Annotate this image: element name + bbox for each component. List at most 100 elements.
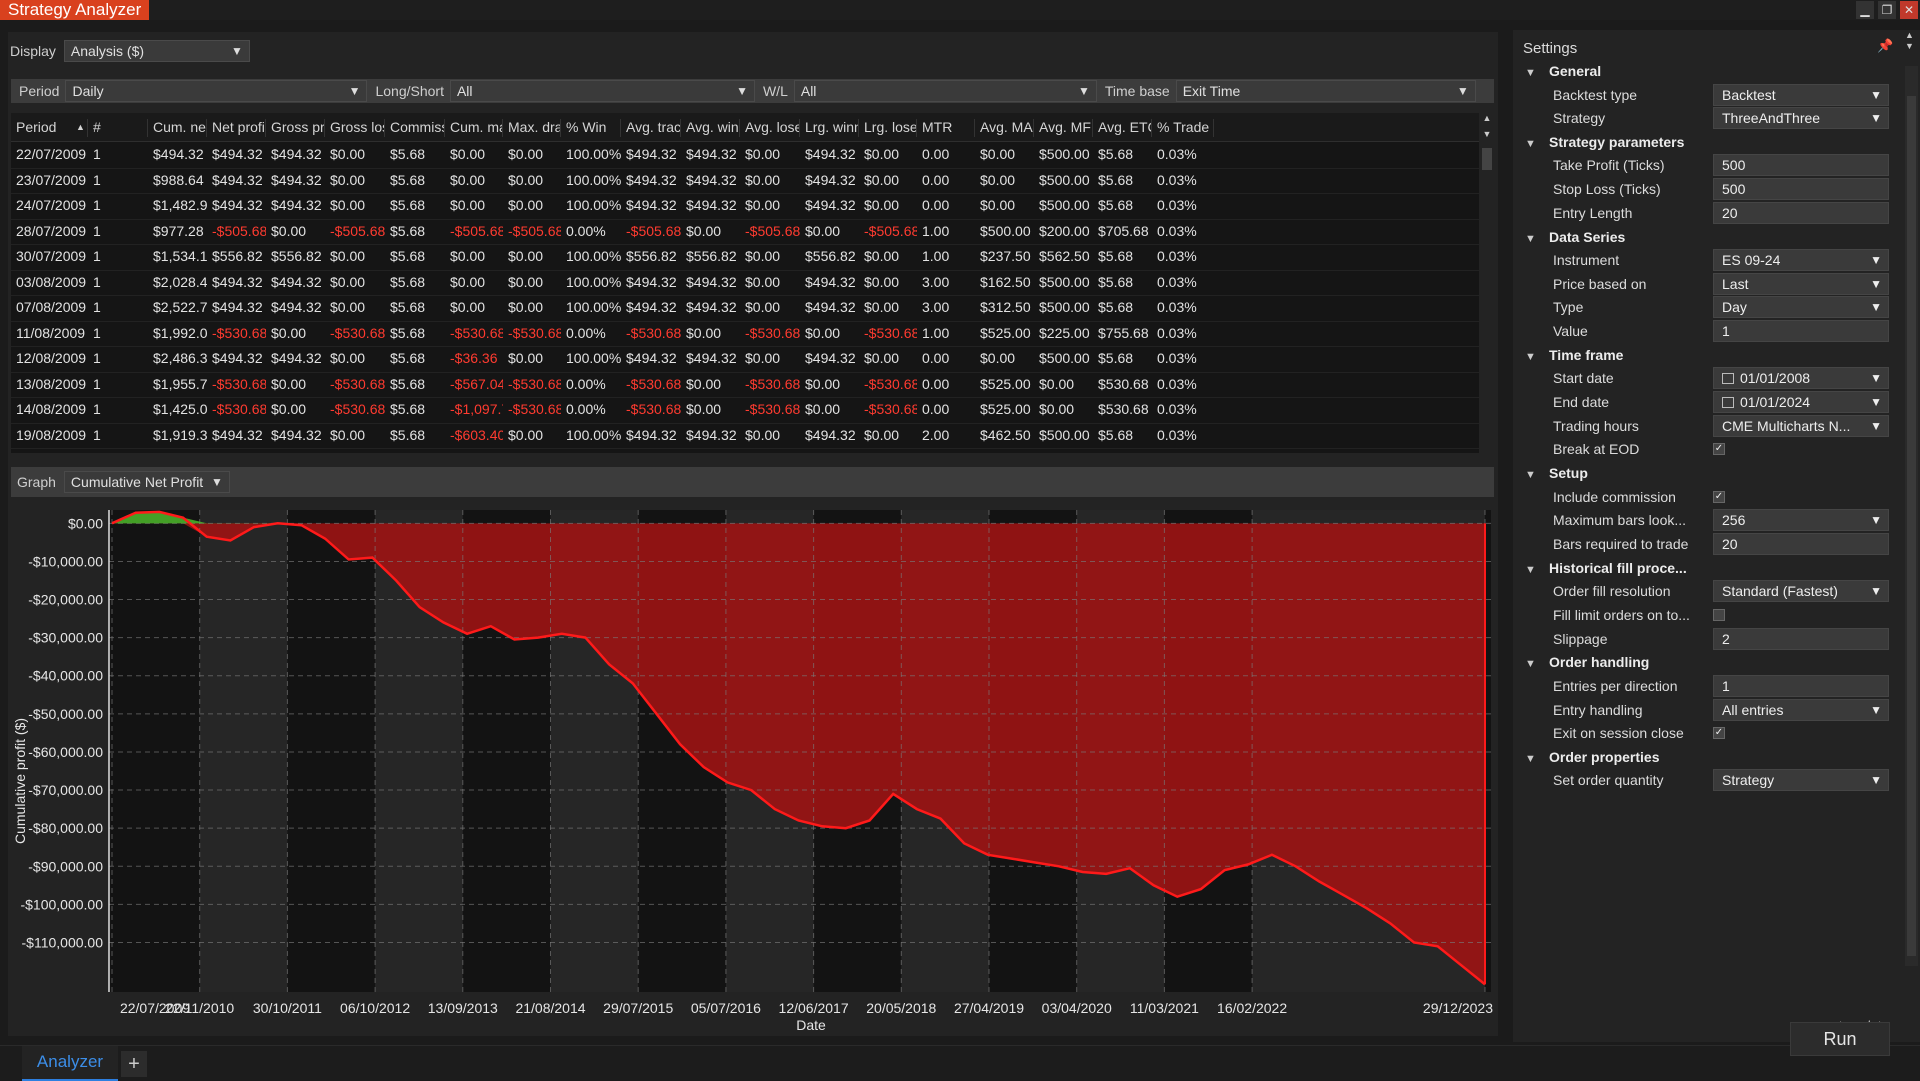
property-dropdown[interactable]: ES 09-24 ▼ (1713, 249, 1889, 271)
column-header[interactable]: Gross prc (266, 119, 325, 137)
long-short-dropdown[interactable]: All ▼ (449, 80, 755, 102)
column-header[interactable]: Avg. trac (621, 119, 681, 137)
table-row[interactable]: 11/08/2009 1 $1,992.0 -$530.68 $0.00 -$530.68… (11, 322, 1479, 347)
column-header[interactable]: Cum. ma (445, 119, 503, 137)
property-dropdown[interactable]: Day ▼ (1713, 296, 1889, 319)
settings-scrollbar[interactable] (1905, 66, 1918, 966)
table-row[interactable]: 13/08/2009 1 $1,955.7 -$530.68 $0.00 -$530.68… (11, 373, 1479, 398)
table-row[interactable]: 19/08/2009 1 $1,919.3 $494.32 $494.32 $0.00 $5… (11, 424, 1479, 449)
column-header[interactable]: Commiss (385, 119, 445, 137)
scroll-thumb[interactable] (1482, 148, 1492, 170)
grid-scrollbar[interactable]: ▲ ▼ (1480, 113, 1494, 453)
pin-icon[interactable]: 📌 (1877, 38, 1894, 53)
column-header[interactable]: Avg. MFE (1034, 119, 1093, 137)
table-row[interactable]: 07/08/2009 1 $2,522.7 $494.32 $494.32 $0.00 $5… (11, 296, 1479, 322)
property-text[interactable]: 2 (1713, 627, 1889, 650)
property-text[interactable]: 20 (1713, 201, 1889, 224)
property-text[interactable]: 500 (1713, 154, 1889, 177)
graph-bar: Graph Cumulative Net Profit ▼ (11, 467, 1494, 497)
collapse-triangle-icon[interactable]: ▼ (1525, 137, 1536, 150)
column-header[interactable]: Cum. net (148, 119, 207, 137)
column-header[interactable]: Lrg. winn (800, 119, 859, 137)
maximize-button[interactable]: ❐ (1878, 1, 1896, 19)
table-row[interactable]: 30/07/2009 1 $1,534.1 $556.82 $556.82 $0.00 $5… (11, 245, 1479, 271)
table-cell: 13/08/2009 (16, 375, 87, 392)
property-dropdown[interactable]: All entries ▼ (1713, 698, 1889, 721)
column-header[interactable]: Avg. ETC (1093, 119, 1152, 137)
settings-section[interactable]: ▼ General (1525, 63, 1601, 79)
wl-dropdown[interactable]: All ▼ (793, 80, 1097, 102)
close-button[interactable]: ✕ (1900, 1, 1918, 19)
column-header[interactable]: % Trade (1152, 119, 1214, 137)
property-date[interactable]: 01/01/2008 ▼ (1713, 367, 1889, 390)
settings-section[interactable]: ▼ Historical fill proce... (1525, 560, 1687, 576)
minimize-button[interactable]: ▁ (1856, 1, 1874, 19)
property-dropdown[interactable]: Last ▼ (1713, 272, 1889, 295)
settings-section[interactable]: ▼ Time frame (1525, 347, 1623, 363)
property-dropdown[interactable]: Standard (Fastest) ▼ (1713, 580, 1889, 603)
table-row[interactable]: 14/08/2009 1 $1,425.0 -$530.68 $0.00 -$530.68… (11, 398, 1479, 424)
settings-section[interactable]: ▼ Data Series (1525, 229, 1625, 245)
column-header[interactable]: Net profi (207, 119, 266, 137)
time-base-dropdown[interactable]: Exit Time ▼ (1175, 80, 1476, 102)
scroll-down-icon[interactable]: ▼ (1482, 129, 1492, 139)
collapse-triangle-icon[interactable]: ▼ (1525, 67, 1536, 79)
table-row[interactable]: 23/07/2009 1 $988.64 $494.32 $494.32 $0.00 $5.… (11, 169, 1479, 194)
property-dropdown[interactable]: Strategy ▼ (1713, 769, 1889, 792)
property-checkbox[interactable] (1713, 608, 1725, 621)
property-text[interactable]: 1 (1713, 320, 1889, 343)
property-dropdown[interactable]: ThreeAndThree ▼ (1713, 107, 1889, 130)
graph-dropdown[interactable]: Cumulative Net Profit ▼ (63, 471, 230, 493)
property-dropdown[interactable]: Backtest ▼ (1713, 83, 1889, 106)
settings-section[interactable]: ▼ Order handling (1525, 654, 1649, 670)
settings-section[interactable]: ▼ Setup (1525, 465, 1588, 481)
collapse-triangle-icon[interactable]: ▼ (1525, 658, 1536, 671)
scroll-thumb[interactable] (1907, 96, 1916, 956)
table-row[interactable]: 12/08/2009 1 $2,486.3 $494.32 $494.32 $0.00 $5… (11, 347, 1479, 373)
column-header[interactable]: Lrg. loser (859, 119, 917, 137)
collapse-triangle-icon[interactable]: ▼ (1525, 350, 1536, 363)
settings-section[interactable]: ▼ Strategy parameters (1525, 134, 1684, 150)
run-button[interactable]: Run (1790, 1022, 1890, 1056)
table-cell: $0.00 (271, 375, 307, 392)
collapse-triangle-icon[interactable]: ▼ (1525, 752, 1536, 765)
table-cell: $494.32 (686, 273, 737, 290)
column-header[interactable]: % Win (561, 119, 621, 137)
scroll-up-icon[interactable]: ▲ (1482, 113, 1492, 123)
property-text[interactable]: 20 (1713, 533, 1889, 555)
settings-section[interactable]: ▼ Order properties (1525, 749, 1659, 765)
column-header[interactable]: MTR (917, 119, 975, 137)
column-header[interactable]: Avg. lose (740, 119, 800, 137)
column-header[interactable]: Max. dra (503, 119, 561, 137)
collapse-triangle-icon[interactable]: ▼ (1525, 469, 1536, 482)
column-header[interactable]: Period (11, 119, 88, 137)
property-dropdown[interactable]: 256 ▼ (1713, 509, 1889, 532)
display-dropdown[interactable]: Analysis ($) ▼ (63, 40, 250, 62)
column-header[interactable]: # (88, 119, 148, 137)
property-checkbox[interactable]: ✓ (1713, 490, 1725, 503)
column-header[interactable]: Avg. wini (681, 119, 740, 137)
property-dropdown[interactable]: CME Multicharts N... ▼ (1713, 414, 1889, 437)
property-date[interactable]: 01/01/2024 ▼ (1713, 391, 1889, 413)
table-row[interactable]: 28/07/2009 1 $977.28 -$505.68 $0.00 -$505.68 $… (11, 220, 1479, 245)
property-value: 1 (1722, 677, 1730, 694)
table-row[interactable]: 24/07/2009 1 $1,482.9 $494.32 $494.32 $0.00 $5… (11, 194, 1479, 220)
period-dropdown[interactable]: Daily ▼ (65, 80, 368, 102)
column-header[interactable]: Avg. MAI (975, 119, 1034, 137)
collapse-triangle-icon[interactable]: ▼ (1525, 563, 1536, 576)
property-text[interactable]: 1 (1713, 674, 1889, 697)
table-cell: 0.00% (566, 222, 606, 239)
collapse-triangle-icon[interactable]: ▼ (1525, 232, 1536, 245)
scroll-down-icon[interactable]: ▼ (1905, 41, 1914, 51)
scroll-up-icon[interactable]: ▲ (1905, 30, 1914, 40)
table-cell: -$530.68 (330, 375, 385, 392)
property-checkbox[interactable]: ✓ (1713, 727, 1725, 740)
column-header[interactable]: Gross los (325, 119, 385, 137)
property-text[interactable]: 500 (1713, 178, 1889, 201)
table-row[interactable]: 03/08/2009 1 $2,028.4 $494.32 $494.32 $0.00 $5… (11, 271, 1479, 296)
tab-analyzer[interactable]: Analyzer (22, 1046, 118, 1081)
add-tab-button[interactable]: + (121, 1051, 147, 1077)
table-row[interactable]: 22/07/2009 1 $494.32 $494.32 $494.32 $0.00 $5.… (11, 143, 1479, 169)
property-checkbox[interactable]: ✓ (1713, 443, 1725, 456)
table-cell: $0.00 (450, 273, 486, 290)
